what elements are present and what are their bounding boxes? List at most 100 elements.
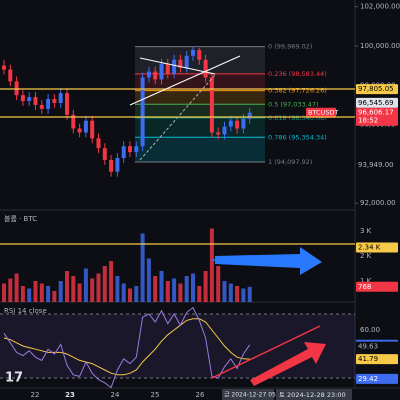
volume-bar — [83, 268, 88, 302]
fib-label: 0 (99,969.02) — [268, 43, 312, 51]
volume-bar — [33, 281, 38, 302]
volume-bar — [228, 283, 233, 302]
fib-trend — [139, 74, 216, 161]
candle-body — [209, 77, 214, 133]
x-tick-label: 26 — [196, 391, 205, 399]
symbol-tag-label: BTCUSDT — [308, 109, 338, 117]
candle-body — [216, 132, 221, 135]
candle-body — [153, 71, 158, 80]
price-tag — [356, 97, 398, 108]
candle-body — [247, 112, 252, 119]
trend-line — [211, 325, 321, 379]
price-tag — [356, 281, 398, 292]
volume-bar — [216, 266, 221, 302]
y-tick-label: 100,000.00 — [360, 42, 400, 50]
fib-label: 1 (94,097.92) — [268, 158, 312, 166]
volume-bar — [197, 286, 202, 302]
x-tick-label: 25 — [151, 391, 160, 399]
volume-bar — [14, 273, 19, 302]
volume-bar — [65, 271, 69, 302]
candle-body — [33, 97, 38, 105]
volume-bar — [191, 273, 195, 302]
trend-line — [129, 55, 241, 106]
candle-body — [14, 81, 19, 96]
candle-body — [197, 49, 202, 60]
fib-label: 0.382 (97,726.26) — [268, 87, 327, 95]
volume-bar — [102, 266, 107, 302]
volume-bar — [90, 278, 95, 302]
candle-body — [58, 93, 63, 103]
volume-bar — [165, 281, 170, 302]
candle-body — [27, 97, 32, 102]
candle-body — [134, 146, 139, 153]
candle-body — [90, 120, 95, 139]
candle-body — [8, 69, 13, 82]
volume-bar — [153, 276, 158, 302]
rsi-line — [3, 306, 251, 389]
price-tag-label: 49.63 — [358, 343, 378, 351]
volume-bar — [71, 276, 76, 302]
volume-bar — [52, 291, 57, 302]
price-tag-label: 96,545.69 — [358, 99, 394, 107]
candle-body — [96, 138, 101, 149]
volume-bar — [159, 271, 164, 302]
y-tick-label: 3 K — [360, 227, 372, 235]
cursor-tag — [276, 389, 352, 400]
volume-bar — [146, 258, 151, 302]
volume-bar — [235, 286, 240, 302]
candle-body — [83, 120, 88, 133]
pane-title: 볼륨 · BTC — [4, 214, 37, 223]
fib-label: 0.236 (98,583.44) — [268, 70, 327, 78]
price-tag-label: 41.79 — [358, 355, 378, 363]
candle-body — [159, 63, 164, 80]
candle-body — [178, 59, 183, 68]
price-tag — [356, 84, 398, 95]
candle-body — [20, 95, 25, 102]
price-tag-label: 768 — [358, 283, 371, 291]
volume-bar — [8, 278, 13, 302]
volume-bar — [2, 283, 6, 302]
candle-body — [241, 118, 246, 129]
candle-body — [146, 71, 151, 78]
price-tag — [356, 341, 398, 352]
volume-bar — [172, 278, 177, 302]
y-tick-label: 1 K — [360, 277, 372, 285]
candle-body — [128, 146, 132, 153]
candle-body — [228, 120, 233, 127]
volume-bar — [20, 286, 25, 302]
fib-band — [135, 104, 265, 118]
volume-bar — [241, 288, 246, 302]
volume-bar — [203, 271, 208, 302]
candle-body — [115, 158, 120, 172]
fib-label: 0.5 (97,033.47) — [268, 100, 319, 108]
volume-bar — [27, 288, 32, 302]
volume-bar — [115, 276, 120, 302]
volume-bar — [121, 283, 126, 302]
x-tick-label: 24 — [111, 391, 120, 399]
x-tick-label: 23 — [65, 391, 75, 399]
candle-body — [46, 99, 51, 109]
volume-bar — [178, 283, 183, 302]
fib-label: 0.618 (96,340.68) — [268, 114, 327, 122]
countdown-label: 18:52 — [358, 117, 378, 125]
volume-bar — [128, 288, 132, 302]
cursor-label: 금 2024-12-27 05:0 — [224, 392, 282, 399]
volume-bar — [140, 233, 145, 302]
candle-body — [184, 55, 189, 68]
candle-body — [109, 159, 114, 172]
fib-band — [135, 117, 265, 138]
price-tag — [356, 159, 398, 170]
fib-band — [135, 137, 265, 162]
candle-body — [77, 128, 82, 133]
fib-band — [135, 90, 265, 105]
cursor-tag — [222, 389, 274, 400]
price-tag-label: 2.34 K — [358, 244, 381, 252]
trend-line — [139, 57, 216, 75]
ma-line — [3, 318, 250, 376]
price-tag-label: 93,949.00 — [358, 161, 394, 169]
candle-body — [39, 104, 44, 109]
candle-body — [140, 77, 145, 147]
price-plot: 0 (99,969.02) 0.236 (98,583.44) 0.382 (97,… — [2, 43, 327, 177]
volume-bar — [184, 276, 189, 302]
y-tick-label: 102,000.00 — [360, 3, 400, 11]
